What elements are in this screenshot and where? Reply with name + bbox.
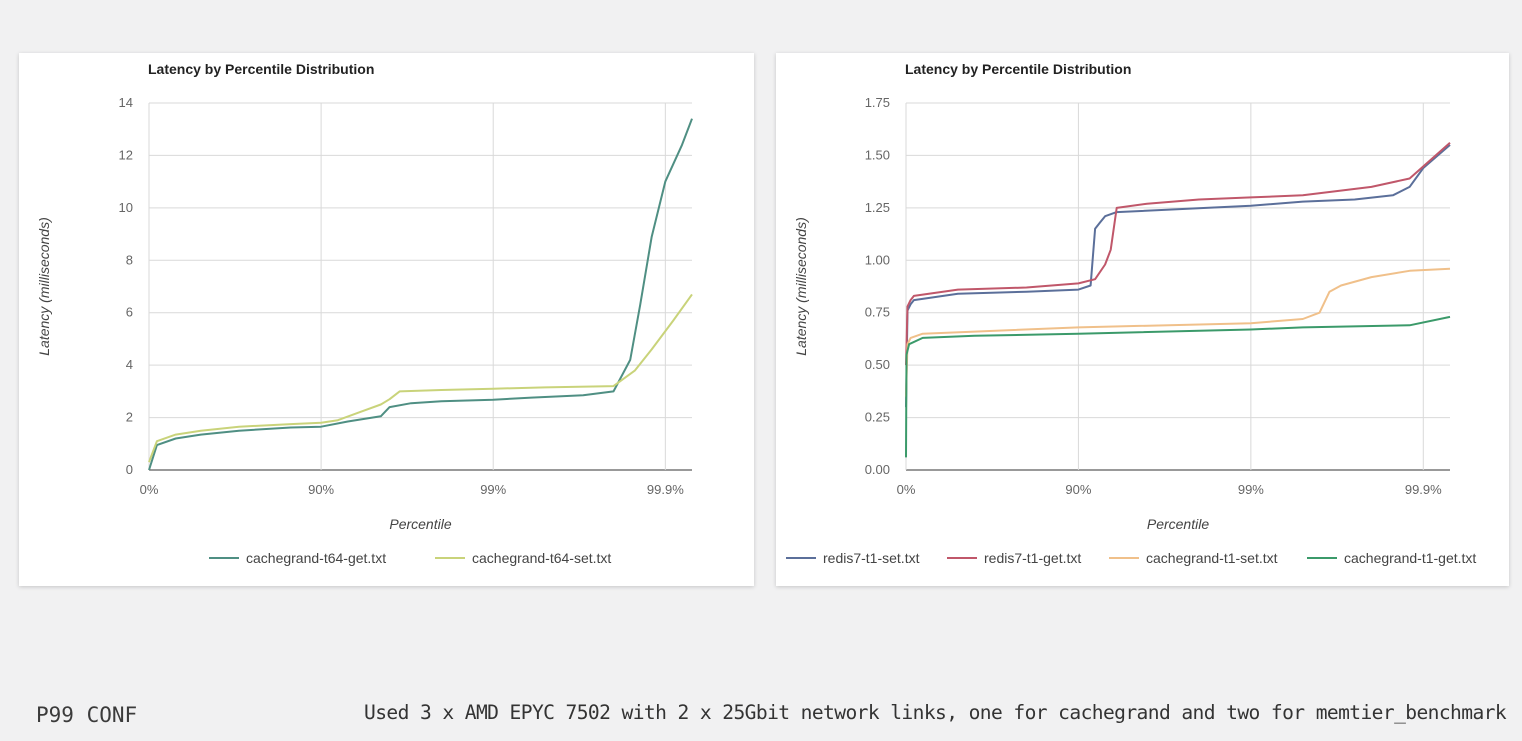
y-tick-label: 4 xyxy=(126,357,133,372)
y-tick-label: 1.00 xyxy=(865,252,890,267)
y-tick-label: 0.50 xyxy=(865,357,890,372)
y-tick-label: 8 xyxy=(126,252,133,267)
x-tick-label: 0% xyxy=(140,482,159,497)
y-tick-label: 6 xyxy=(126,305,133,320)
legend-label: cachegrand-t1-set.txt xyxy=(1146,550,1278,566)
legend-label: cachegrand-t1-get.txt xyxy=(1344,550,1476,566)
y-axis-title: Latency (milliseconds) xyxy=(36,217,52,356)
chart-title: Latency by Percentile Distribution xyxy=(148,61,375,77)
latency-chart-right: Latency by Percentile Distribution 0.00 0… xyxy=(776,53,1509,586)
series-line-cachegrand-t1-set-txt xyxy=(905,267,1451,397)
series-line-cachegrand-t64-set-txt xyxy=(148,293,693,463)
y-axis-title: Latency (milliseconds) xyxy=(793,217,809,356)
footer-caption: Used 3 x AMD EPYC 7502 with 2 x 25Gbit n… xyxy=(364,701,1507,724)
legend-label: redis7-t1-get.txt xyxy=(984,550,1081,566)
chart-title: Latency by Percentile Distribution xyxy=(905,61,1132,77)
y-tick-label: 0.00 xyxy=(865,462,890,477)
x-tick-label: 90% xyxy=(308,482,334,497)
y-tick-label: 0.75 xyxy=(865,305,890,320)
y-tick-label: 1.75 xyxy=(865,95,890,110)
y-tick-label: 14 xyxy=(119,95,133,110)
x-tick-label: 99.9% xyxy=(647,482,684,497)
series-line-redis7-t1-set-txt xyxy=(905,144,1451,408)
y-tick-label: 12 xyxy=(119,147,133,162)
y-tick-label: 1.25 xyxy=(865,200,890,215)
latency-chart-left: Latency by Percentile Distribution 0 2 4 6 8… xyxy=(19,53,754,586)
chart-right-svg: 0.00 0.25 0.50 0.75 1.00 1.25 1.50 1.75 0% 90% 99%… xyxy=(786,95,1476,566)
x-axis-title: Percentile xyxy=(1147,516,1209,532)
x-tick-label: 99% xyxy=(480,482,506,497)
y-tick-label: 0.25 xyxy=(865,410,890,425)
legend-label: redis7-t1-set.txt xyxy=(823,550,920,566)
legend-label: cachegrand-t64-set.txt xyxy=(472,550,611,566)
chart-left-svg: 0 2 4 6 8 10 12 14 0% 90% 99% 99.9% Percentile Latenc… xyxy=(36,95,693,566)
legend-label: cachegrand-t64-get.txt xyxy=(246,550,386,566)
y-tick-label: 2 xyxy=(126,410,133,425)
x-tick-label: 90% xyxy=(1065,482,1091,497)
x-axis-title: Percentile xyxy=(389,516,451,532)
y-tick-label: 10 xyxy=(119,200,133,215)
y-tick-label: 1.50 xyxy=(865,147,890,162)
x-tick-label: 99.9% xyxy=(1405,482,1442,497)
brand-logo-text: P99 CONF xyxy=(36,703,138,727)
x-tick-label: 0% xyxy=(897,482,916,497)
y-tick-label: 0 xyxy=(126,462,133,477)
series-line-cachegrand-t64-get-txt xyxy=(148,118,693,471)
series-line-cachegrand-t1-get-txt xyxy=(905,315,1451,458)
x-tick-label: 99% xyxy=(1238,482,1264,497)
series-line-redis7-t1-get-txt xyxy=(905,142,1451,366)
